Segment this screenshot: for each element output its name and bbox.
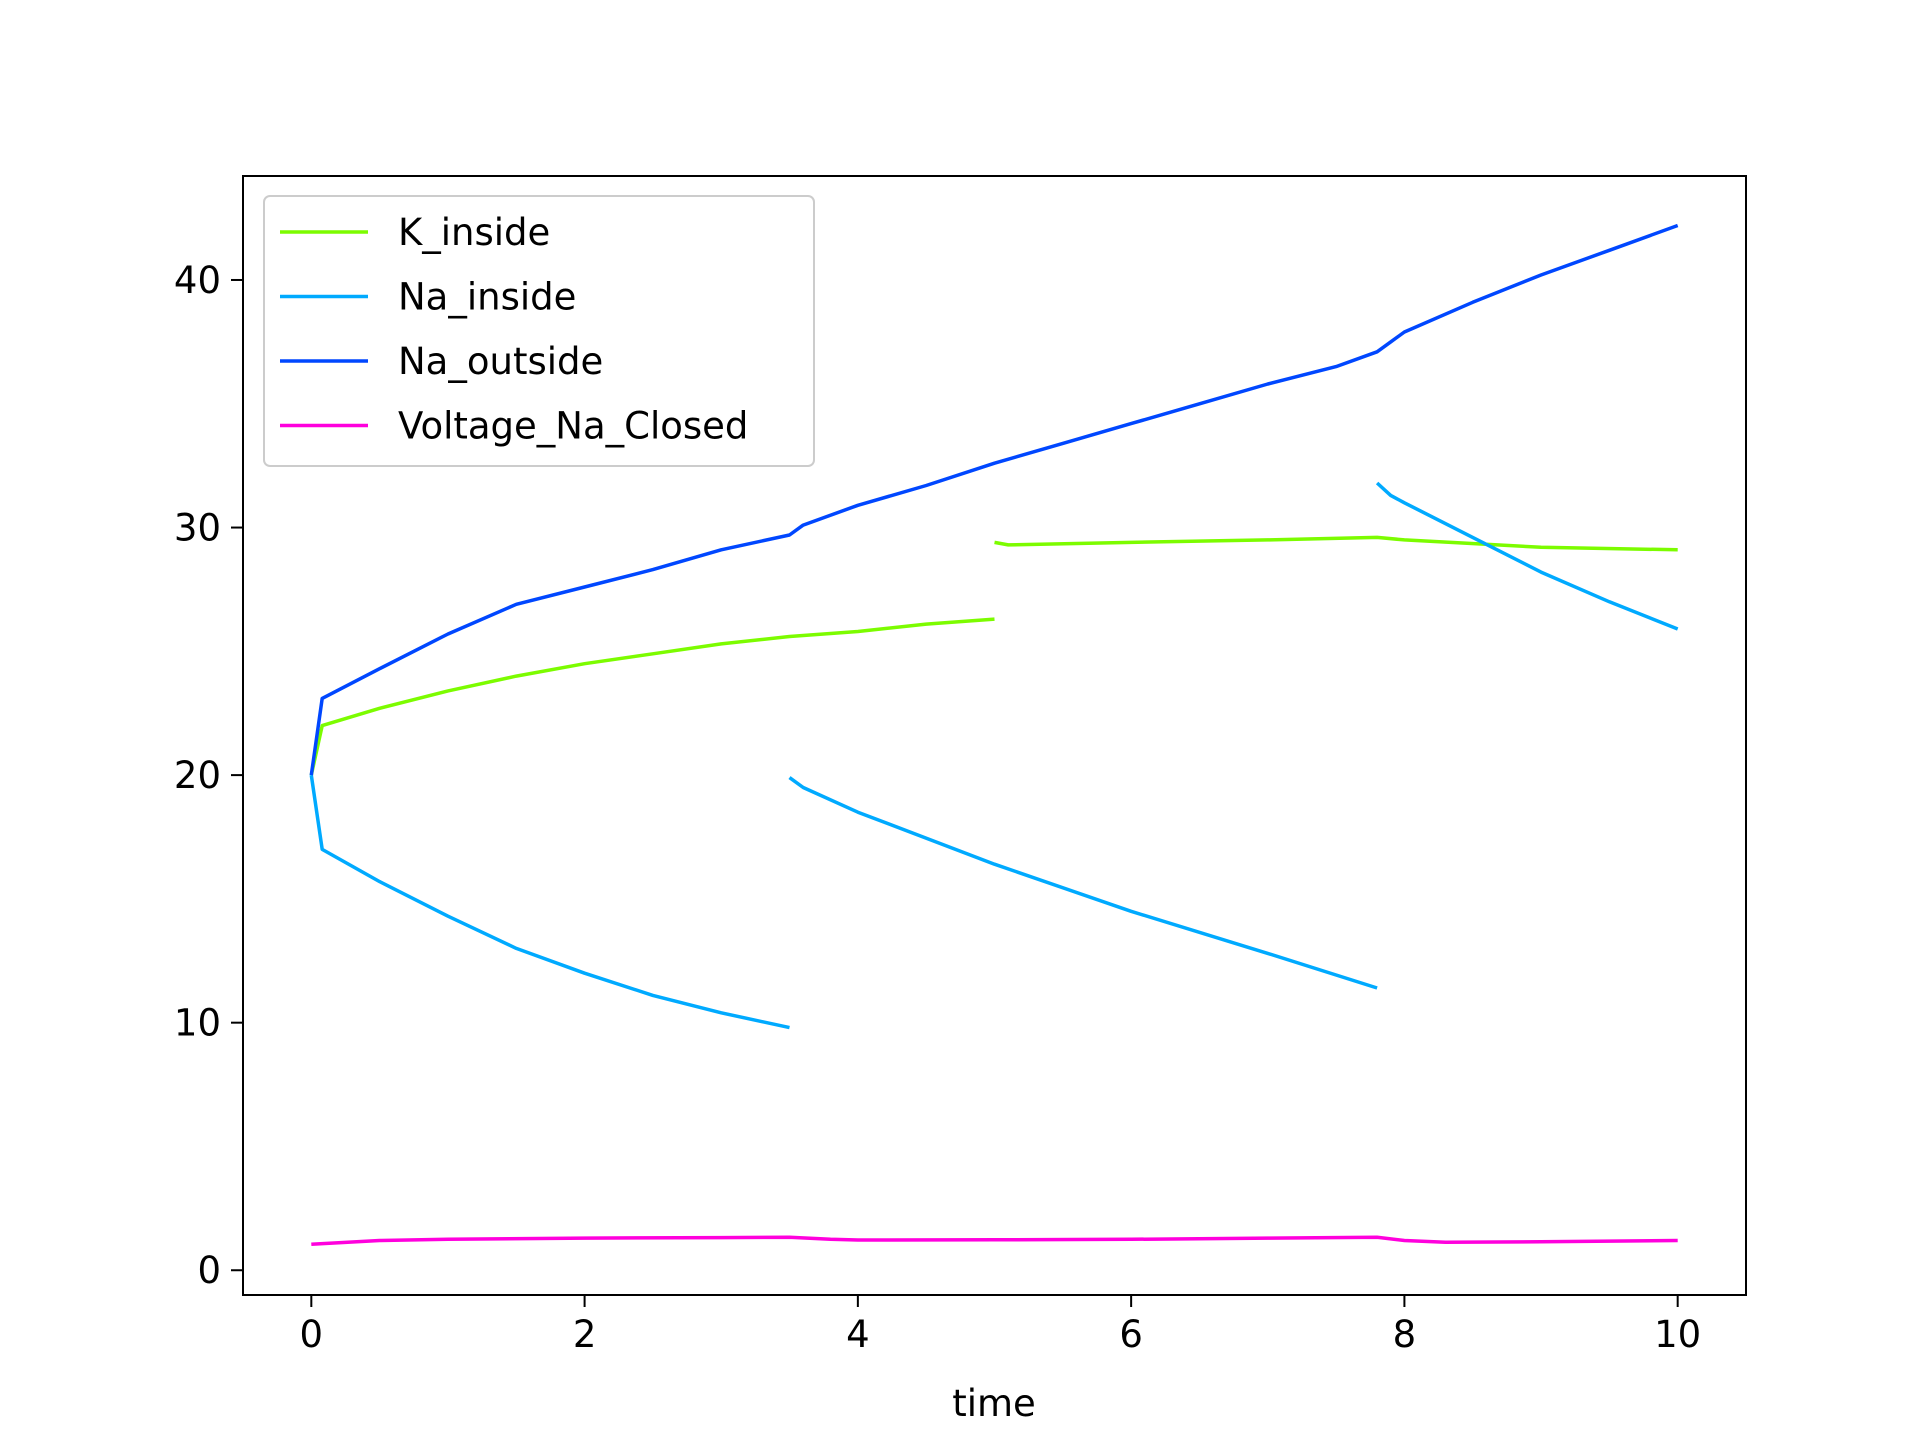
- y-tick-label: 20: [174, 754, 221, 797]
- legend: K_inside Na_inside Na_outside Voltage_Na_Cl…: [263, 195, 815, 467]
- x-tick-label: 4: [846, 1313, 870, 1356]
- y-tick-label: 10: [174, 1002, 221, 1045]
- legend-label: Na_inside: [398, 276, 576, 319]
- series-line-na-inside-segment-3: [1375, 481, 1679, 631]
- plot-lines: [309, 223, 1679, 1246]
- legend-label: Voltage_Na_Closed: [398, 405, 748, 448]
- x-tick-label: 10: [1654, 1313, 1701, 1356]
- series-line-k-inside-segment-2: [994, 535, 1678, 552]
- y-tick-label: 30: [174, 507, 221, 550]
- x-tick-label: 0: [300, 1313, 324, 1356]
- series-line-na-outside-segment-1: [309, 223, 1679, 776]
- series-line-na-inside-segment-2: [788, 776, 1378, 990]
- series-line-voltage-na-closed-segment-1: [311, 1235, 1678, 1246]
- legend-label: K_inside: [398, 211, 550, 254]
- x-tick-label: 2: [573, 1313, 597, 1356]
- y-tick-label: 0: [197, 1249, 221, 1292]
- y-axis: 0 10 20 30 40: [174, 259, 243, 1292]
- plot-frame: [242, 175, 1747, 1296]
- x-axis-label: time: [952, 1382, 1036, 1425]
- y-tick-label: 40: [174, 259, 221, 302]
- legend-box: [263, 195, 815, 467]
- x-axis: 0 2 4 6 8 10: [300, 1295, 1701, 1356]
- series-line-na-inside-segment-1: [309, 774, 790, 1030]
- legend-label: Na_outside: [398, 340, 603, 383]
- x-tick-label: 8: [1393, 1313, 1417, 1356]
- x-tick-label: 6: [1119, 1313, 1143, 1356]
- series-line-k-inside-segment-1: [309, 617, 995, 776]
